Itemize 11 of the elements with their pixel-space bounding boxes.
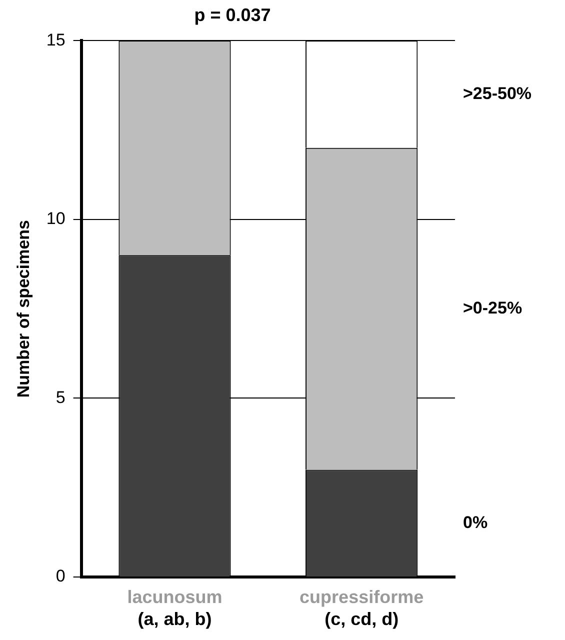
y-tick-label: 5	[56, 388, 66, 407]
chart-title: p = 0.037	[194, 4, 271, 25]
text: >0-25%	[463, 298, 522, 318]
text: >25-50%	[463, 84, 532, 103]
y-axis-title: Number of specimens	[14, 220, 33, 398]
y-tick-label: 15	[46, 30, 66, 50]
x-tick-label: cupressiforme (c, cd, d)	[300, 586, 424, 629]
y-tick-label: 0	[56, 566, 66, 586]
text: 0%	[463, 513, 488, 532]
x-tick-label: lacunosum (a, ab, b)	[127, 586, 222, 629]
y-tick-label: 10	[46, 209, 66, 228]
